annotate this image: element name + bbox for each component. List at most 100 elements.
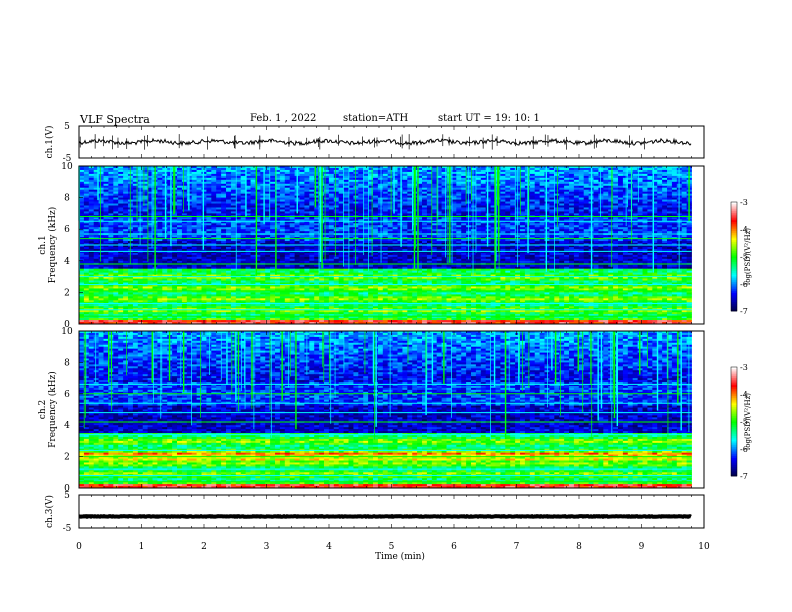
ch1-spectrogram-cell <box>554 203 560 206</box>
ch1-spectrogram-cell <box>328 227 335 230</box>
ch1-spectrogram-cell <box>426 223 433 226</box>
ch1-spectrogram-cell <box>549 225 555 228</box>
ch1-spectrogram-cell <box>657 185 663 189</box>
ch1-spectrogram-cell <box>103 221 109 224</box>
ch1-spectrogram-cell <box>627 197 634 200</box>
ch1-spectrogram-cell <box>603 203 609 206</box>
ch1-spectrogram-cell <box>402 217 408 220</box>
ch1-spectrogram-cell <box>510 217 516 220</box>
ch1-spectrogram-cell <box>573 209 580 212</box>
ch1-spectrogram-cell <box>569 175 575 179</box>
ch1-spectrogram-cell <box>598 193 604 197</box>
ch1-spectrogram-cell <box>554 191 560 195</box>
ch1-spectrogram-cell <box>88 205 95 208</box>
ch1-spectrogram-cell <box>446 187 452 191</box>
ch1-spectrogram-cell <box>123 191 129 195</box>
ch1-spectrogram-cell <box>216 187 222 191</box>
ch1-spectrogram-cell <box>270 203 276 206</box>
ch1-spectrogram-cell <box>377 166 384 169</box>
ch1-spectrogram-cell <box>461 197 467 200</box>
ch1-spectrogram-cell <box>358 191 364 195</box>
ch1-spectrogram-cell <box>333 223 340 226</box>
ch1-spectrogram-cell <box>520 205 526 208</box>
ch1-spectrogram-cell <box>314 173 320 177</box>
ch1-spectrogram-cell <box>240 175 246 179</box>
ch1-spectrogram-cell <box>373 166 379 169</box>
ch1-spectrogram-cell <box>520 231 526 234</box>
ch1-spectrogram-cell <box>108 219 114 222</box>
ch1-spectrogram-cell <box>137 171 144 175</box>
ch1-spectrogram-cell <box>132 199 139 202</box>
ch1-spectrogram-cell <box>250 199 256 202</box>
ch1-spectrogram-cell <box>338 209 344 212</box>
ch1-spectrogram-cell <box>466 209 472 212</box>
ch1-spectrogram-cell <box>441 221 447 224</box>
ch1-spectrogram-cell <box>265 221 271 224</box>
ch1-spectrogram-cell <box>103 191 109 195</box>
ch1-spectrogram-cell <box>88 203 95 206</box>
ch1-spectrogram-cell <box>343 179 349 183</box>
ch1-spectrogram-cell <box>299 211 305 214</box>
ch1-spectrogram-cell <box>230 167 237 171</box>
ch1-spectrogram-cell <box>235 199 242 202</box>
ch1-spectrogram-cell <box>368 193 374 197</box>
ch1-spectrogram-cell <box>466 217 472 220</box>
ch1-spectrogram-cell <box>613 185 619 189</box>
ch1-spectrogram-cell <box>118 195 124 199</box>
ch1-spectrogram-cell <box>137 207 144 210</box>
ch1-spectrogram-cell <box>83 225 90 228</box>
ch1-spectrogram-cell <box>108 203 114 206</box>
ch1-spectrogram-cell <box>353 219 359 222</box>
ch1-spectrogram-cell <box>578 203 585 206</box>
ch1-spectrogram-cell <box>422 213 428 216</box>
ch1-spectrogram-cell <box>397 203 403 206</box>
ch1-spectrogram-cell <box>103 217 109 220</box>
ch1-spectrogram-cell <box>137 221 144 224</box>
ch1-spectrogram-cell <box>603 225 609 228</box>
ch1-spectrogram-cell <box>392 166 398 169</box>
ch1-spectrogram-cell <box>559 225 565 228</box>
ch1-spectrogram-cell <box>436 227 442 230</box>
ch1-spectrogram-cell <box>392 195 398 199</box>
ch1-spectrogram-cell <box>544 171 550 175</box>
ch1-spectrogram-cell <box>157 213 163 216</box>
ch1-spectrogram-cell <box>583 175 589 179</box>
ch1-spectrogram-cell <box>446 225 452 228</box>
ch1-spectrogram-cell <box>573 179 580 183</box>
ch1-spectrogram-cell <box>373 185 379 189</box>
ch1-spectrogram-cell <box>652 171 658 175</box>
ch1-spectrogram-cell <box>627 229 634 232</box>
ch1-spectrogram-cell <box>485 227 491 230</box>
ch1-spectrogram-cell <box>667 197 673 200</box>
ch1-spectrogram-cell <box>177 181 183 185</box>
ch1-spectrogram-cell <box>422 223 428 226</box>
ch1-spectrogram-cell <box>324 201 330 204</box>
ch1-spectrogram-cell <box>128 175 134 179</box>
ch1-spectrogram-cell <box>289 211 295 214</box>
ch1-spectrogram-cell <box>583 203 589 206</box>
ch1-spectrogram-cell <box>431 211 438 214</box>
ch1-spectrogram-cell <box>593 205 599 208</box>
ch1-spectrogram-cell <box>123 193 129 197</box>
ch1-spectrogram-cell <box>627 175 634 179</box>
ch1-spectrogram-cell <box>88 183 95 187</box>
ch1-spectrogram-cell <box>392 209 398 212</box>
ch1-spectrogram-cell <box>407 223 413 226</box>
ch1-spectrogram-cell <box>348 213 354 216</box>
ch1-spectrogram-cell <box>343 225 349 228</box>
ch1-spectrogram-cell <box>618 217 624 220</box>
ch1-spectrogram-cell <box>632 191 638 195</box>
ch1-spectrogram-cell <box>83 195 90 199</box>
ch1-spectrogram-cell <box>436 179 442 183</box>
ch1-spectrogram-cell <box>475 199 482 202</box>
ch1-spectrogram-cell <box>539 203 545 206</box>
ch1-spectrogram-cell <box>260 227 266 230</box>
ch1-spectrogram-cell <box>461 166 467 169</box>
ch1-spectrogram-cell <box>407 217 413 220</box>
ch1-spectrogram-cell <box>426 195 433 199</box>
ch1-spectrogram-cell <box>226 183 232 187</box>
ch1-spectrogram-cell <box>338 175 344 179</box>
ch1-spectrogram-cell <box>431 167 438 171</box>
ch1-spectrogram-cell <box>417 203 423 206</box>
ch1-spectrogram-cell <box>284 207 291 210</box>
